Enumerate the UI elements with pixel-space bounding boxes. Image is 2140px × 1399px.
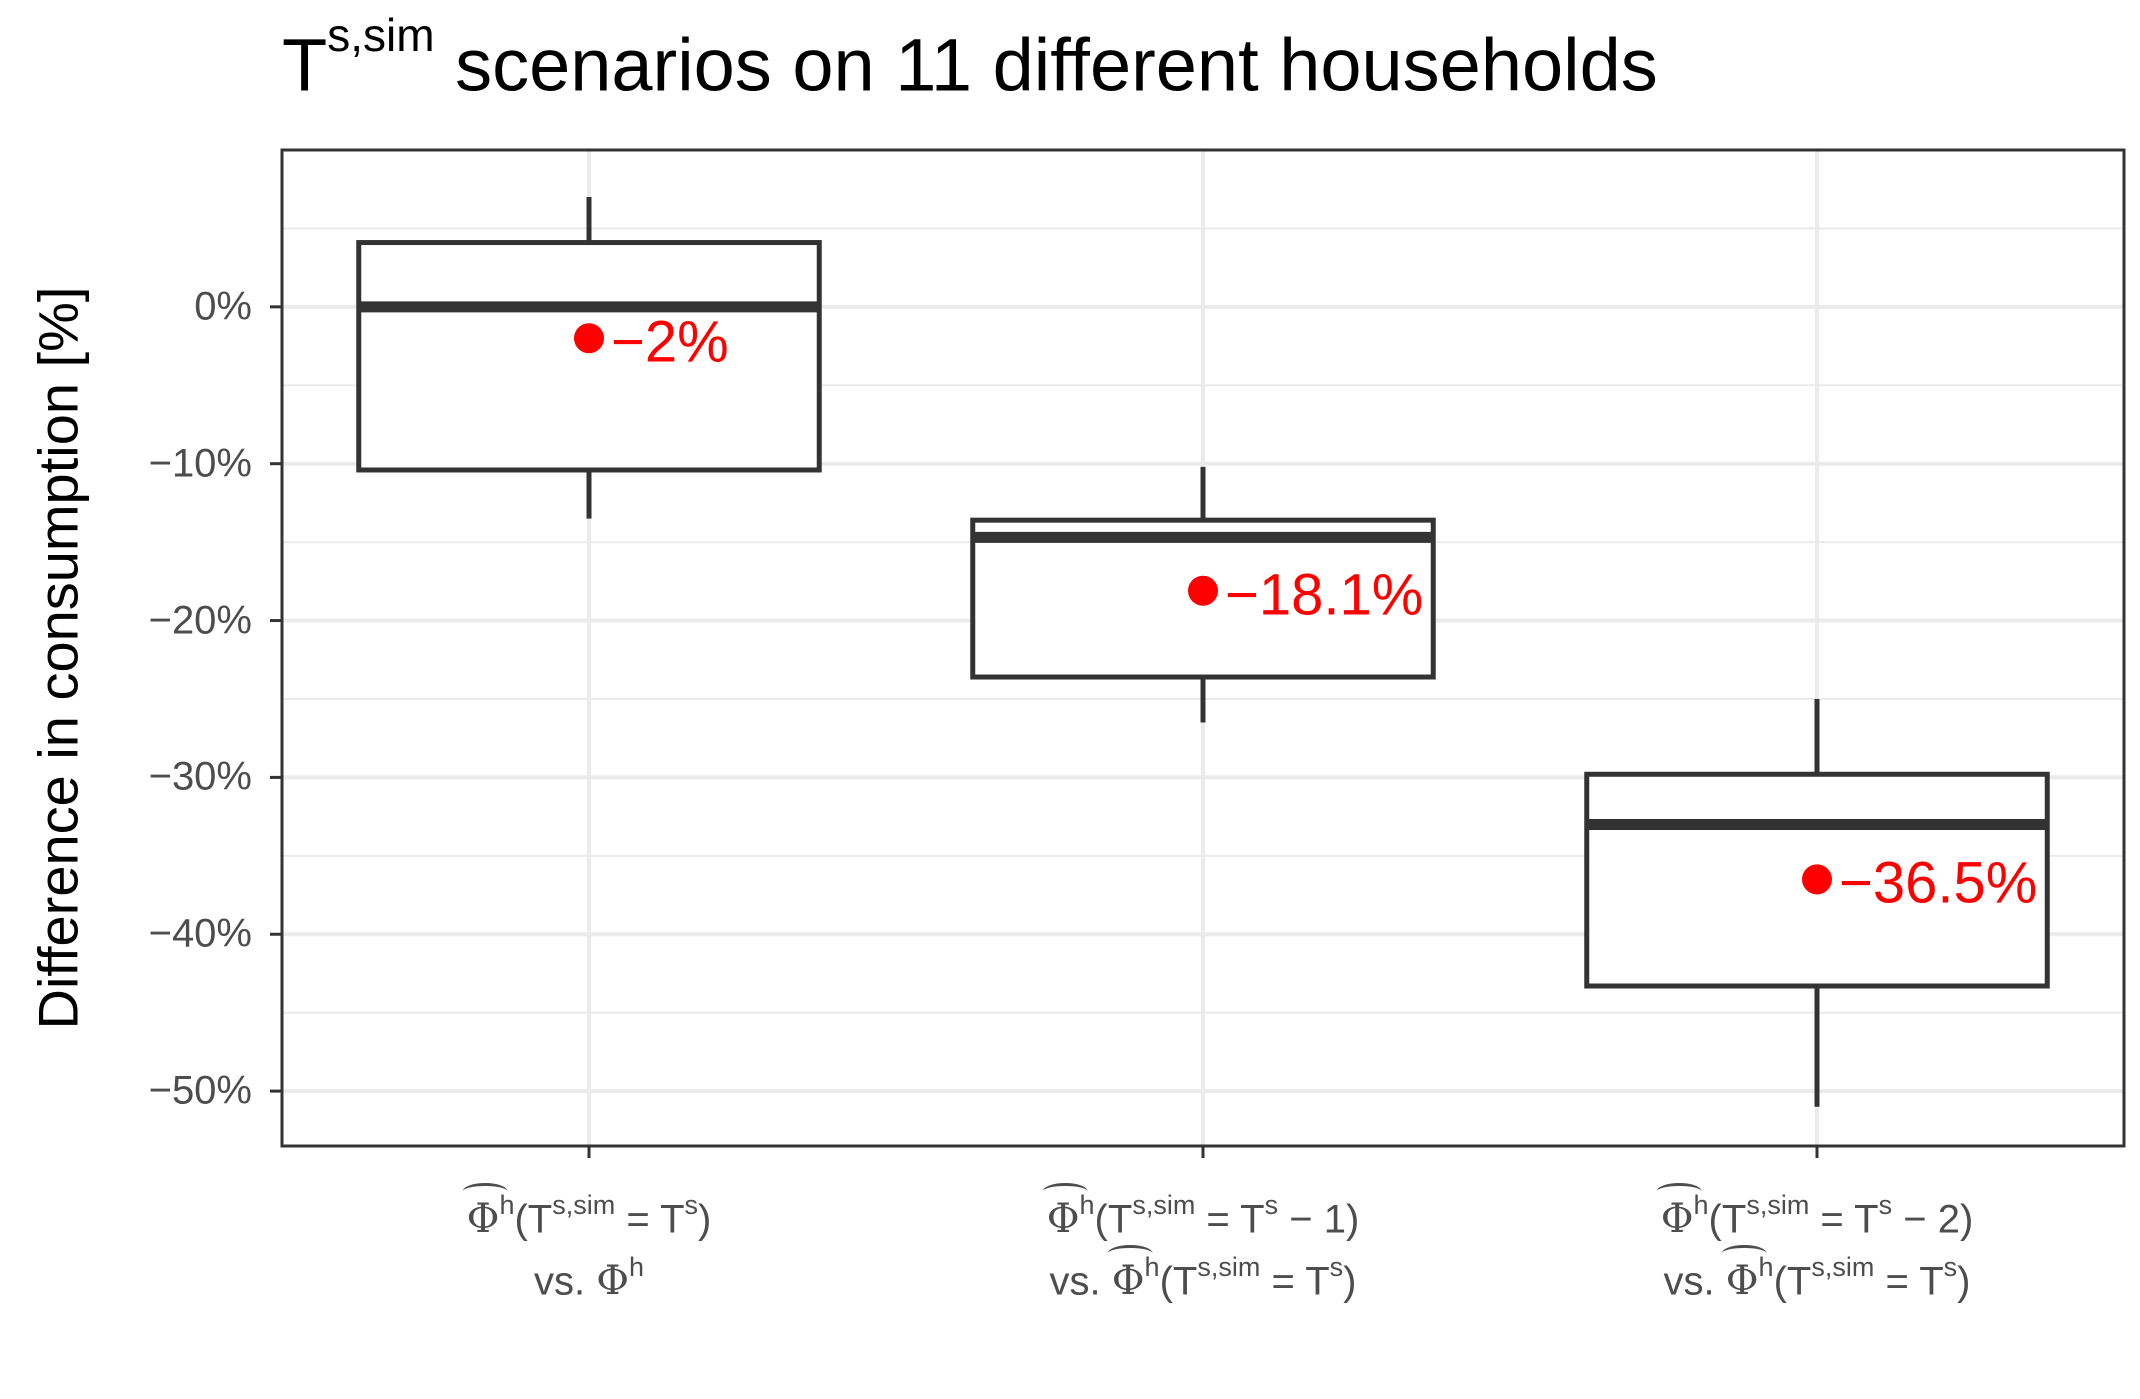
x-label-text: (T — [1094, 1197, 1133, 1242]
x-label-text: ) — [1957, 1259, 1971, 1304]
x-label-superscript: s,sim — [1197, 1252, 1261, 1282]
x-label-superscript: s,sim — [1132, 1190, 1196, 1220]
x-label-vs: vs. — [533, 1259, 597, 1304]
tick-layer — [270, 305, 1819, 1158]
x-label-text: = T — [1874, 1259, 1944, 1304]
mean-value-label: −2% — [611, 309, 729, 375]
box-iqr — [356, 240, 822, 473]
x-label-text: (T — [1773, 1259, 1812, 1304]
phi-hat-symbol: Φ — [1107, 1245, 1153, 1305]
title-superscript: s,sim — [327, 9, 435, 61]
y-tick-label: −30% — [148, 754, 252, 799]
mean-point — [1188, 575, 1218, 606]
phi-hat-symbol: Φ — [1042, 1183, 1088, 1243]
x-label-superscript: s — [1878, 1190, 1893, 1220]
x-label-text: = T — [1195, 1197, 1265, 1242]
x-label-superscript: h — [1079, 1190, 1095, 1220]
x-label-superscript: h — [1693, 1190, 1709, 1220]
x-label-superscript: s — [1264, 1190, 1279, 1220]
x-label-text: ) — [698, 1197, 712, 1242]
x-label-line: vs. Φh(Ts,sim = Ts) — [1661, 1245, 1974, 1320]
x-label-superscript: s — [684, 1190, 699, 1220]
phi-hat-symbol: Φ — [1721, 1245, 1767, 1305]
x-label-text: − 1) — [1278, 1197, 1360, 1242]
x-label-text: (T — [514, 1197, 553, 1242]
x-label-line: Φh(Ts,sim = Ts − 1) — [1042, 1183, 1360, 1258]
title-base: T — [282, 23, 328, 107]
mean-value-label: −18.1% — [1225, 562, 1424, 628]
x-label-text: = T — [615, 1197, 685, 1242]
x-label-superscript: s — [1329, 1252, 1344, 1282]
x-label-text: (T — [1159, 1259, 1198, 1304]
x-label-vs: vs. — [1663, 1259, 1726, 1304]
x-label-line: Φh(Ts,sim = Ts − 2) — [1656, 1183, 1974, 1258]
phi-symbol: Φ — [596, 1258, 629, 1305]
x-label-text: (T — [1708, 1197, 1747, 1242]
x-category-label: Φh(Ts,sim = Ts − 1) vs. Φh(Ts,sim = Ts) — [1042, 1183, 1360, 1320]
x-label-line: vs. Φh — [467, 1254, 712, 1320]
chart-title: Ts,sim scenarios on 11 different househo… — [282, 9, 1658, 108]
x-label-text: = T — [1809, 1197, 1879, 1242]
x-label-superscript: h — [499, 1190, 515, 1220]
y-tick-label: 0% — [194, 284, 252, 329]
x-label-superscript: h — [1758, 1252, 1774, 1282]
x-label-line: vs. Φh(Ts,sim = Ts) — [1047, 1245, 1360, 1320]
mean-point — [574, 323, 604, 354]
x-category-label: Φh(Ts,sim = Ts) vs. Φh — [462, 1183, 712, 1320]
x-label-line: Φh(Ts,sim = Ts) — [462, 1183, 712, 1258]
mean-value-label: −36.5% — [1839, 850, 2038, 916]
x-label-text: = T — [1260, 1259, 1330, 1304]
x-label-superscript: s,sim — [552, 1190, 616, 1220]
x-label-superscript: s,sim — [1746, 1190, 1810, 1220]
x-label-vs: vs. — [1049, 1259, 1112, 1304]
title-rest: scenarios on 11 different households — [434, 23, 1658, 107]
x-label-superscript: h — [1144, 1252, 1160, 1282]
x-label-text: − 2) — [1892, 1197, 1974, 1242]
phi-hat-symbol: Φ — [1656, 1183, 1702, 1243]
x-label-superscript: h — [629, 1252, 645, 1282]
x-category-label: Φh(Ts,sim = Ts − 2) vs. Φh(Ts,sim = Ts) — [1656, 1183, 1974, 1320]
mean-point — [1802, 864, 1832, 895]
x-label-text: ) — [1343, 1259, 1357, 1304]
box-layer — [356, 197, 2050, 1107]
x-label-superscript: s,sim — [1811, 1252, 1875, 1282]
x-label-superscript: s — [1943, 1252, 1958, 1282]
y-tick-label: −50% — [148, 1068, 252, 1113]
y-tick-label: −20% — [148, 598, 252, 643]
phi-hat-symbol: Φ — [462, 1183, 508, 1243]
y-tick-label: −10% — [148, 441, 252, 486]
y-tick-label: −40% — [148, 911, 252, 956]
